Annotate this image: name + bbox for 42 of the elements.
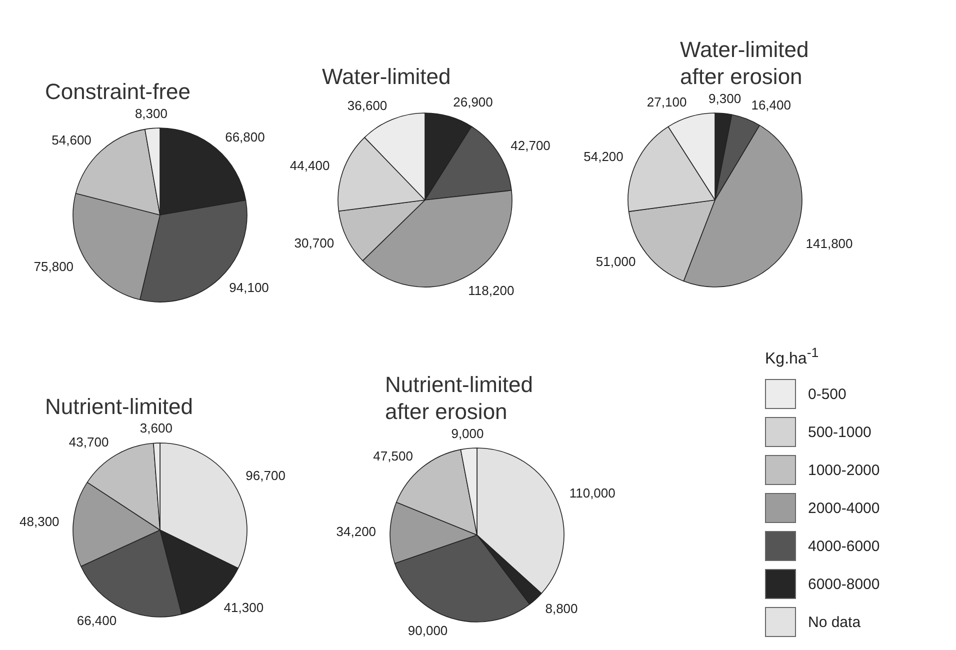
legend-title: Kg.ha$^{-1}$ [765,345,820,368]
chart-title: Water-limited [322,63,452,90]
data-label: 110,000 [569,486,616,501]
chart-title: Nutrient-limited [45,393,194,420]
data-label: 42,700 [510,138,550,154]
data-label: 27,100 [646,94,687,110]
data-label: 94,100 [229,280,269,296]
legend-label: 4000-6000 [808,538,880,554]
data-label: 34,200 [336,524,376,539]
data-label: 90,000 [408,623,448,638]
data-label: 75,800 [34,258,74,274]
data-label: 44,400 [290,158,330,174]
chart-title: Water-limited after erosion [680,36,810,90]
data-label: 96,700 [246,468,286,484]
data-label: 43,700 [68,434,109,450]
chart-title: Constraint-free [45,78,192,105]
data-label: 9,300 [708,91,742,106]
legend-label: 500-1000 [808,424,872,440]
data-label: 16,400 [751,97,791,112]
legend-label: 1000-2000 [808,462,880,478]
legend-label: 2000-4000 [808,500,880,516]
data-label: 36,600 [347,98,388,113]
data-label: 66,800 [225,129,265,144]
data-label: 51,000 [596,254,636,270]
data-label: 3,600 [140,420,172,436]
legend-label: No data [808,614,861,630]
data-label: 47,500 [373,448,413,464]
data-label: 141,800 [806,236,853,251]
data-label: 30,700 [294,236,334,251]
data-label: 8,800 [545,601,578,616]
data-label: 41,300 [224,600,264,615]
data-label: 48,300 [20,514,60,530]
data-label: 118,200 [468,282,514,298]
data-label: 8,300 [134,106,168,121]
data-label: 9,000 [451,426,484,442]
chart-title: Nutrient-limited after erosion [385,371,534,425]
data-label: 66,400 [76,612,117,628]
data-label: 54,200 [584,149,624,164]
data-label: 26,900 [453,94,493,110]
legend-label: 0-500 [808,386,846,402]
data-label: 54,600 [52,132,92,148]
legend-label: 6000-8000 [808,576,880,592]
